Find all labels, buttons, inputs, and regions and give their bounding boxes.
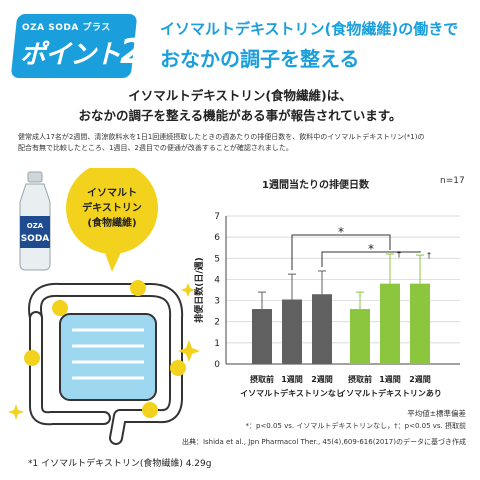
dagger-mark: † — [397, 250, 401, 259]
y-tick-label: 1 — [214, 339, 220, 349]
bottle-brand: OZA — [27, 222, 44, 230]
y-tick-label: 2 — [214, 318, 220, 328]
study-description: 健常成人17名が2週間、清涼飲料水を1日1回連続摂取したときの週あたりの排便日数… — [18, 132, 468, 154]
bubble-line3: (食物繊維) — [87, 216, 136, 229]
y-tick-label: 0 — [214, 360, 220, 370]
bar — [252, 309, 272, 364]
significance-bracket — [321, 251, 421, 267]
y-axis-label: 排便日数(日/週) — [193, 257, 205, 323]
intestine-illustration: OZA SODA イソマルト デキストリン (食物繊維) — [8, 168, 200, 445]
y-tick-label: 6 — [214, 233, 220, 243]
x-tick-label: 摂取前 — [348, 374, 372, 384]
description-line2: 配合有無で比較したところ、1週目、2週目での便通が改善することが確認されました。 — [18, 144, 293, 152]
chart-title: 1週間当たりの排便日数 — [262, 180, 369, 191]
badge-label-text: ポイント — [20, 40, 121, 70]
sparkle-icon — [8, 283, 200, 420]
description-line1: 健常成人17名が2週間、清涼飲料水を1日1回連続摂取したときの週あたりの排便日数… — [18, 133, 425, 141]
soda-bottle-icon: OZA SODA — [19, 171, 51, 271]
headline: イソマルトデキストリン(食物繊維)の働きで おなかの調子を整える — [160, 18, 458, 72]
x-tick-label: 2週間 — [409, 375, 431, 384]
group-label: イソマルトデキストリンあり — [338, 388, 442, 398]
bubble-line2: デキストリン — [82, 201, 142, 214]
badge-number: 2 — [120, 32, 144, 72]
significance-note: *：p<0.05 vs. イソマルトデキストリンなし，†：p<0.05 vs. … — [245, 422, 466, 430]
x-tick-label: 1週間 — [379, 375, 401, 384]
badge-label: ポイント2 — [20, 32, 144, 72]
footnote: *1 イソマルトデキストリン(食物繊維) 4.29g — [28, 459, 212, 469]
group-label: イソマルトデキストリンなし — [240, 388, 344, 398]
bar — [282, 299, 302, 364]
lead-line1: イソマルトデキストリン(食物繊維)は、 — [128, 88, 352, 103]
bottle-name: SODA — [21, 234, 50, 244]
y-tick-label: 5 — [214, 254, 220, 264]
x-tick-label: 2週間 — [311, 375, 333, 384]
speech-bubble: イソマルト デキストリン (食物繊維) — [66, 168, 158, 272]
chart-n-label: n=17 — [440, 176, 465, 186]
dagger-mark: † — [427, 251, 431, 260]
bar — [410, 283, 430, 364]
x-tick-label: 摂取前 — [250, 374, 274, 384]
legend-note: 平均値±標準偏差 — [407, 409, 466, 418]
x-tick-label: 1週間 — [281, 375, 303, 384]
y-tick-label: 4 — [214, 275, 220, 285]
bar — [350, 309, 370, 364]
intestine-icon — [28, 282, 184, 445]
y-tick-label: 3 — [214, 297, 220, 307]
bar — [380, 283, 400, 364]
significance-bracket — [291, 234, 391, 271]
headline-line2: おなかの調子を整える — [160, 47, 360, 71]
source-citation: 出典：Ishida et al., Jpn Pharmacol Ther., 4… — [181, 438, 466, 446]
y-tick-label: 7 — [214, 212, 220, 222]
bar — [312, 294, 332, 364]
bubble-line1: イソマルト — [87, 187, 137, 199]
smile-face-icon — [24, 280, 186, 418]
headline-line1: イソマルトデキストリン(食物繊維)の働きで — [160, 20, 459, 38]
significance-mark: * — [338, 225, 344, 239]
badge-brand: OZA SODA プラス — [22, 23, 111, 33]
lead-text: イソマルトデキストリン(食物繊維)は、 おなかの調子を整える機能がある事が報告さ… — [0, 86, 480, 126]
point-badge: OZA SODA プラス ポイント2 — [10, 14, 144, 78]
lead-line2: おなかの調子を整える機能がある事が報告されています。 — [78, 108, 402, 123]
significance-mark: * — [368, 242, 374, 256]
